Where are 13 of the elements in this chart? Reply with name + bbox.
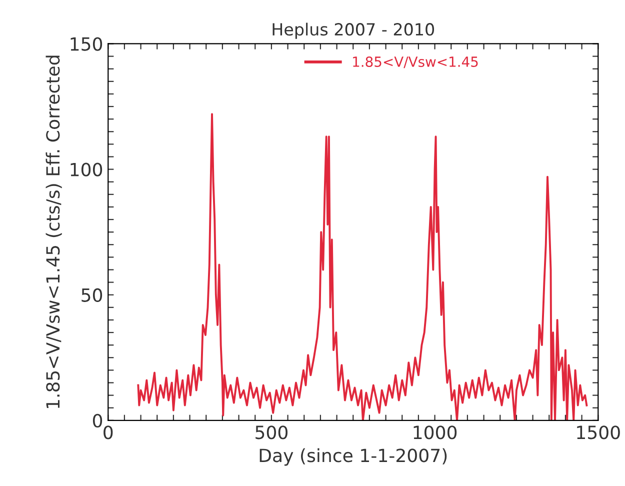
legend-label: 1.85<V/Vsw<1.45	[353, 56, 478, 68]
x-tick-label: 500	[256, 426, 288, 440]
y-tick-label: 50	[82, 288, 102, 302]
x-tick-label: 1500	[577, 426, 620, 440]
y-tick-label: 150	[70, 37, 102, 51]
line-series	[137, 113, 588, 420]
y-tick-label: 100	[70, 162, 102, 176]
y-axis-title: 1.85<V/Vsw<1.45 (cts/s) Eff. Corrected	[46, 56, 62, 408]
x-tick-label: 0	[104, 426, 113, 440]
x-tick-label: 1000	[414, 426, 457, 440]
chart-title: Heplus 2007 - 2010	[272, 22, 434, 39]
x-axis-title: Day (since 1-1-2007)	[260, 448, 447, 466]
y-tick-label: 0	[92, 414, 102, 428]
